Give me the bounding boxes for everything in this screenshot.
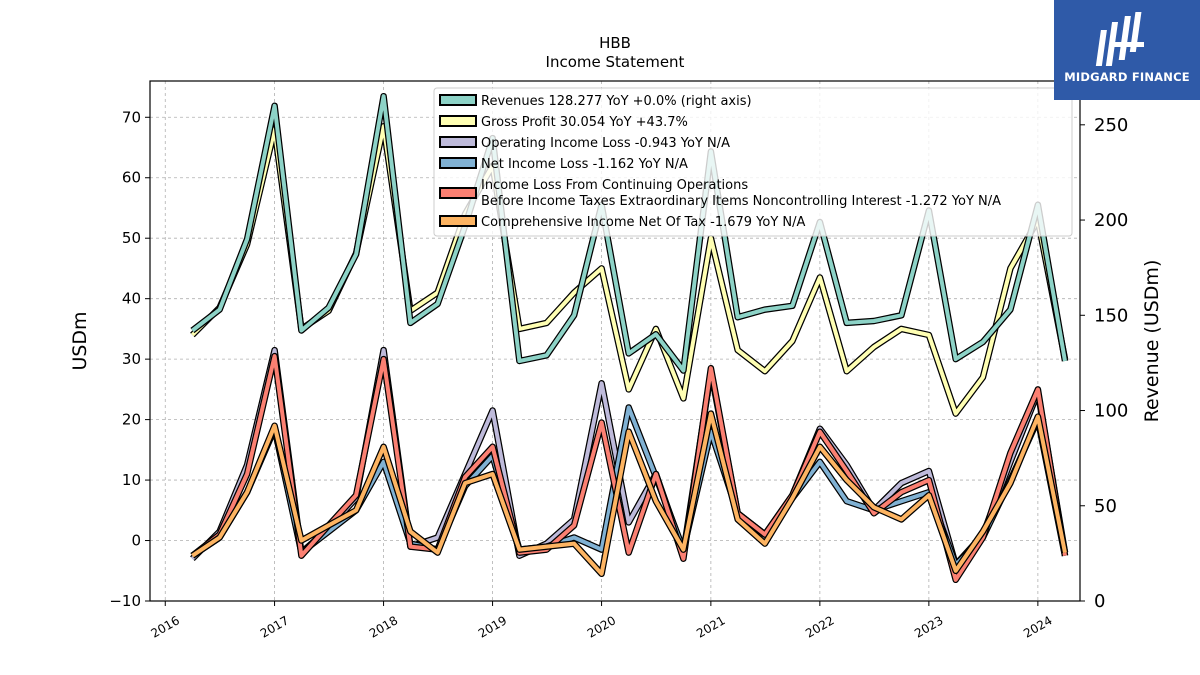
legend-swatch [439,187,477,199]
y-tick-label: 60 [122,169,141,187]
legend-label: Net Income Loss -1.162 YoY N/A [481,157,688,172]
y-tick-label: 40 [122,290,141,308]
chart-subtitle: Income Statement [546,53,685,71]
legend-entry-4: Net Income Loss -1.162 YoY N/A [439,157,688,172]
y-tick-label: 0 [131,532,141,550]
y-tick-label: 70 [122,108,141,126]
y-right-tick-label: 0 [1094,591,1105,612]
legend-entry-6: Comprehensive Income Net Of Tax -1.679 Y… [439,215,806,230]
y-right-tick-label: 150 [1094,305,1128,326]
brand-logo: MIDGARD FINANCE [1054,0,1200,100]
x-tick-label: 2023 [912,613,945,640]
legend-box [433,87,1073,237]
legend-label: Operating Income Loss -0.943 YoY N/A [481,136,730,151]
series-lines [190,92,1069,584]
legend-label: Comprehensive Income Net Of Tax -1.679 Y… [481,215,806,230]
y-right-tick-label: 50 [1094,496,1117,517]
y-tick-label: 20 [122,411,141,429]
legend-entry-5: Income Loss From Continuing OperationsBe… [439,178,1001,209]
series-line-6 [190,410,1069,578]
x-tick-label: 2019 [476,613,509,640]
legend-swatch [439,136,477,148]
series-line [191,354,1067,582]
y-right-tick-label: 250 [1094,115,1128,136]
series-line-5 [190,352,1069,584]
x-tick-label: 2016 [149,613,182,640]
series-line-4 [190,404,1069,568]
y-tick-label: 30 [122,350,141,368]
legend-label: Income Loss From Continuing Operations [481,178,748,193]
x-tick-label: 2021 [694,613,727,640]
brand-logo-text: MIDGARD FINANCE [1064,70,1190,84]
x-tick-label: 2018 [367,613,400,640]
series-line-1 [190,92,1069,374]
x-tick-label: 2024 [1021,613,1054,640]
legend-label: Revenues 128.277 YoY +0.0% (right axis) [481,94,752,109]
y-axis-right-label: Revenue (USDm) [1141,260,1163,423]
series-line [191,411,1067,576]
y-tick-label: 50 [122,229,141,247]
legend-entry-3: Operating Income Loss -0.943 YoY N/A [439,136,730,151]
series-line [191,94,1067,373]
y-axis-label: USDm [69,311,91,370]
y-right-tick-label: 200 [1094,210,1128,231]
y-tick-label: 10 [122,471,141,489]
x-tick-label: 2020 [585,613,618,640]
legend-swatch [439,115,477,127]
x-tick-label: 2022 [803,613,836,640]
brand-logo-mark [1095,12,1144,66]
legend: Revenues 128.277 YoY +0.0% (right axis) G… [433,87,1073,237]
y-tick-label: −10 [109,592,141,610]
chart-title: HBB [599,34,631,52]
legend-swatch [439,94,477,106]
legend-entry-1: Revenues 128.277 YoY +0.0% (right axis) [439,94,752,109]
legend-entry-2: Gross Profit 30.054 YoY +43.7% [439,115,688,130]
series-line [191,405,1067,567]
x-tick-label: 2017 [258,613,291,640]
y-right-tick-label: 100 [1094,401,1128,422]
legend-label: Before Income Taxes Extraordinary Items … [481,194,1001,209]
legend-swatch [439,157,477,169]
legend-swatch [439,215,477,227]
legend-label: Gross Profit 30.054 YoY +43.7% [481,115,688,130]
plot-frame [149,80,1081,602]
